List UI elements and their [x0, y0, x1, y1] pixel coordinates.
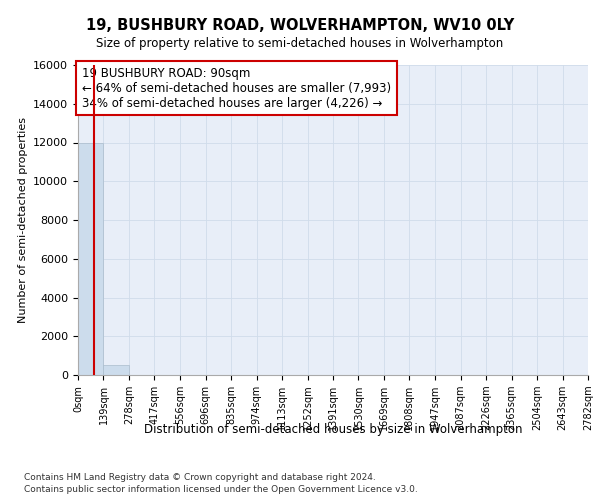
- Text: 19, BUSHBURY ROAD, WOLVERHAMPTON, WV10 0LY: 19, BUSHBURY ROAD, WOLVERHAMPTON, WV10 0…: [86, 18, 514, 32]
- Y-axis label: Number of semi-detached properties: Number of semi-detached properties: [17, 117, 28, 323]
- Text: Distribution of semi-detached houses by size in Wolverhampton: Distribution of semi-detached houses by …: [144, 422, 522, 436]
- Bar: [78, 142, 103, 375]
- Text: Contains HM Land Registry data © Crown copyright and database right 2024.: Contains HM Land Registry data © Crown c…: [24, 472, 376, 482]
- Text: Contains public sector information licensed under the Open Government Licence v3: Contains public sector information licen…: [24, 485, 418, 494]
- Text: 19 BUSHBURY ROAD: 90sqm
← 64% of semi-detached houses are smaller (7,993)
34% of: 19 BUSHBURY ROAD: 90sqm ← 64% of semi-de…: [82, 66, 391, 110]
- Bar: [103, 366, 129, 375]
- Text: Size of property relative to semi-detached houses in Wolverhampton: Size of property relative to semi-detach…: [97, 38, 503, 51]
